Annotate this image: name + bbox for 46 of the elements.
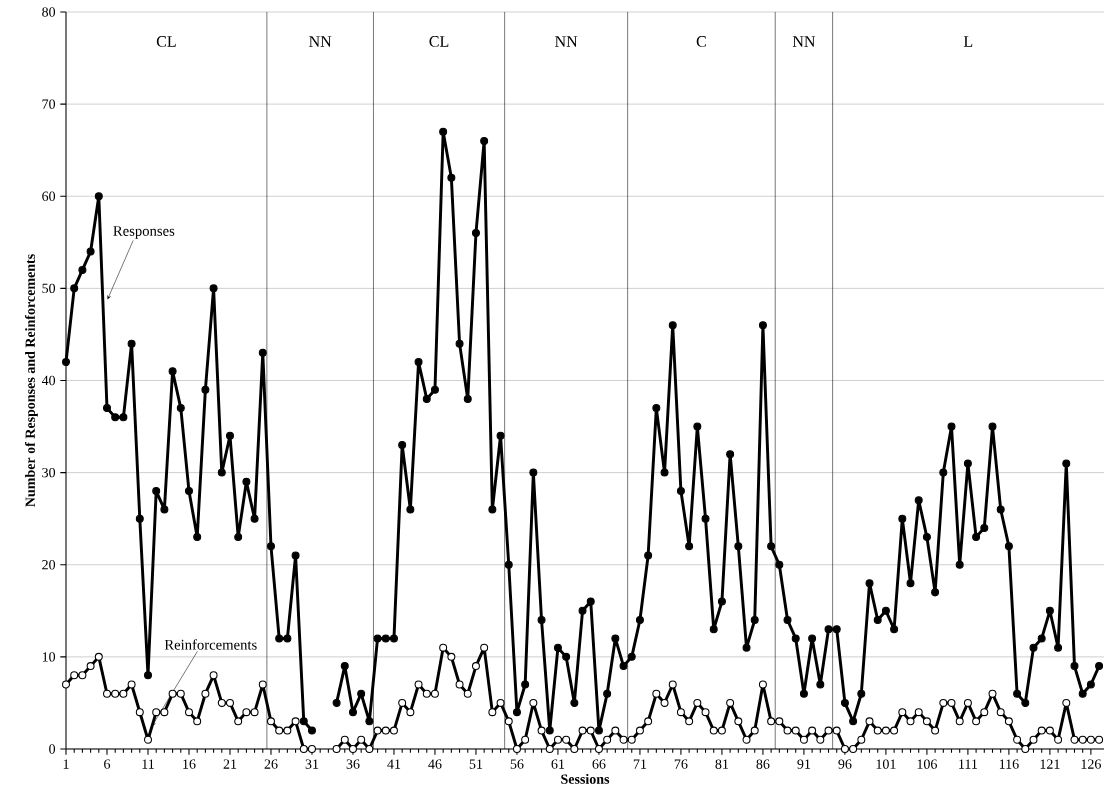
x-tick-label: 1 bbox=[63, 759, 69, 769]
x-tick-label: 66 bbox=[592, 759, 606, 769]
annotation: CL bbox=[429, 36, 449, 47]
annotation: CL bbox=[156, 36, 176, 47]
annotation: NN bbox=[792, 36, 816, 47]
y-tick-label: 50 bbox=[42, 283, 56, 294]
x-tick-label: 11 bbox=[142, 759, 154, 769]
x-tick-label: 91 bbox=[797, 759, 811, 769]
annotation: L bbox=[963, 36, 973, 47]
x-tick-label: 86 bbox=[756, 759, 770, 769]
y-tick-label: 0 bbox=[49, 744, 56, 754]
x-tick-label: 26 bbox=[264, 759, 278, 769]
x-tick-label: 61 bbox=[551, 759, 565, 769]
y-tick-label: 80 bbox=[42, 7, 56, 17]
x-tick-label: 36 bbox=[346, 759, 360, 769]
annotation: NN bbox=[555, 36, 578, 47]
y-tick-label: 10 bbox=[42, 652, 56, 662]
y-tick-label: 30 bbox=[42, 467, 56, 478]
x-tick-label: 76 bbox=[674, 759, 688, 769]
annotation: Reinforcements bbox=[164, 639, 257, 650]
y-tick-label: 70 bbox=[42, 99, 56, 109]
x-tick-label: 56 bbox=[510, 759, 524, 769]
x-tick-label: 46 bbox=[428, 759, 442, 769]
x-tick-label: 31 bbox=[305, 759, 319, 769]
annotation: Responses bbox=[113, 226, 175, 239]
x-tick-label: 6 bbox=[104, 759, 111, 769]
y-tick-label: 60 bbox=[42, 191, 56, 201]
y-tick-label: 20 bbox=[42, 560, 56, 570]
x-tick-label: 51 bbox=[469, 759, 483, 769]
x-tick-label: 101 bbox=[876, 759, 896, 769]
x-tick-label: 81 bbox=[715, 759, 729, 769]
x-axis-title: Sessions bbox=[561, 774, 610, 784]
x-tick-label: 16 bbox=[183, 759, 196, 769]
x-tick-label: 71 bbox=[633, 759, 647, 769]
annotation: NN bbox=[309, 36, 332, 47]
x-tick-label: 116 bbox=[999, 759, 1019, 769]
x-tick-label: 96 bbox=[838, 759, 852, 769]
y-axis-title: Number of Responses and Reinforcements bbox=[24, 254, 38, 507]
x-tick-label: 21 bbox=[223, 759, 237, 769]
x-tick-label: 41 bbox=[387, 759, 401, 769]
x-tick-label: 121 bbox=[1040, 759, 1060, 769]
annotation: C bbox=[696, 36, 706, 47]
x-tick-label: 126 bbox=[1081, 759, 1101, 769]
x-tick-label: 111 bbox=[959, 759, 978, 769]
y-tick-label: 40 bbox=[41, 375, 56, 386]
x-tick-label: 106 bbox=[917, 759, 937, 769]
